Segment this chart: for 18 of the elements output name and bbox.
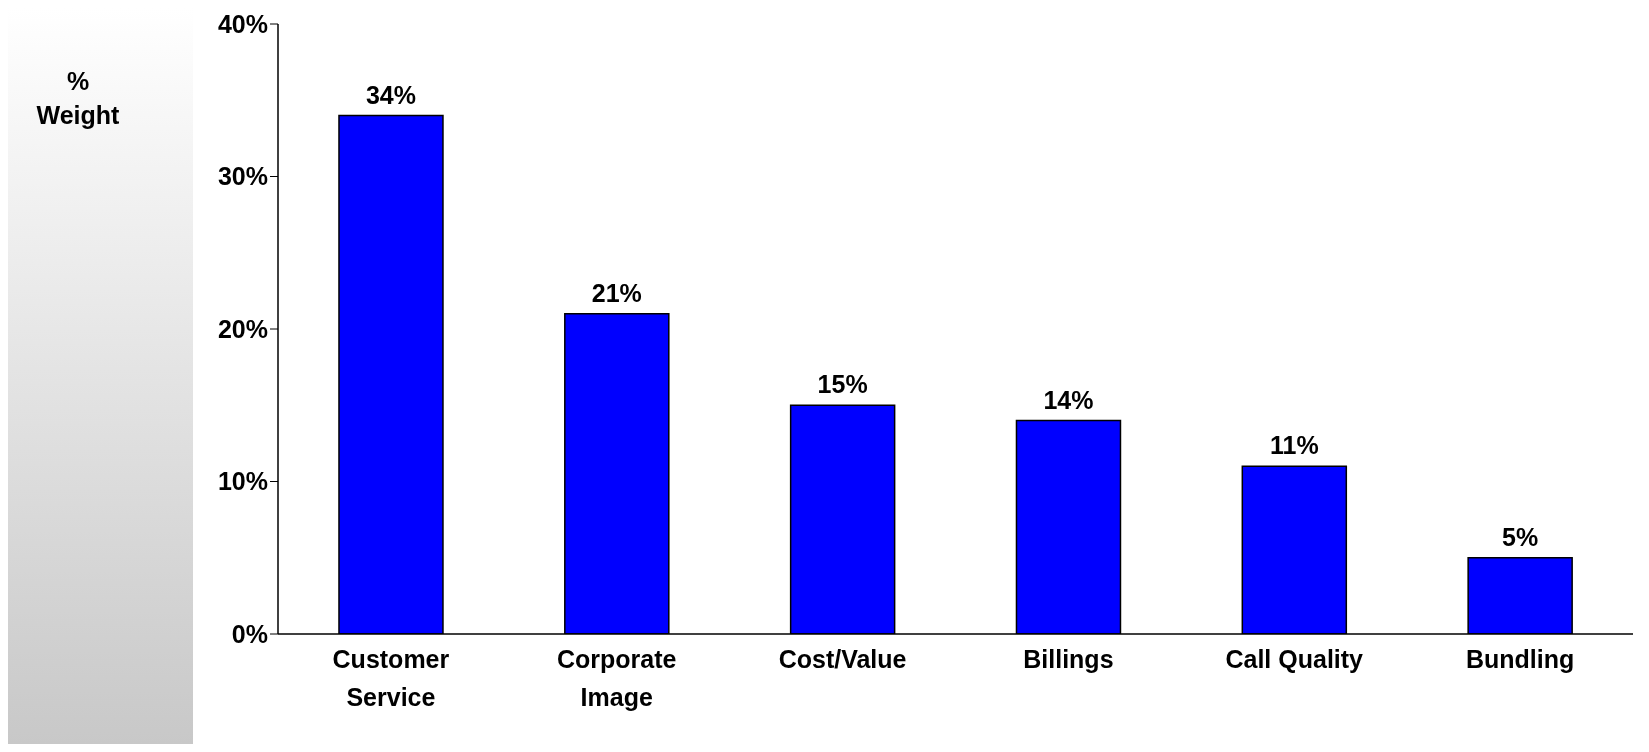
y-tick-label: 30% (217, 162, 268, 191)
x-tick-label: Billings (1023, 645, 1114, 673)
data-label: 14% (1043, 385, 1094, 414)
y-tick-label: 10% (217, 467, 268, 496)
data-label: 34% (365, 80, 416, 109)
data-label: 15% (817, 370, 868, 399)
y-axis-title: % Weight (35, 66, 121, 131)
x-tick-label: Bundling (1465, 645, 1575, 673)
x-tick-label: Corporate Image (557, 645, 677, 711)
x-tick-label: Call Quality (1225, 645, 1364, 673)
y-tick-label: 40% (217, 9, 268, 38)
x-tick-label: Cost/Value (778, 645, 907, 673)
y-tick-label: 0% (231, 619, 268, 648)
x-tick-label: Customer Service (332, 645, 450, 711)
data-label: 11% (1269, 431, 1319, 460)
y-tick-label: 20% (217, 314, 268, 343)
data-label: 21% (591, 278, 642, 307)
data-label: 5% (1502, 522, 1539, 551)
